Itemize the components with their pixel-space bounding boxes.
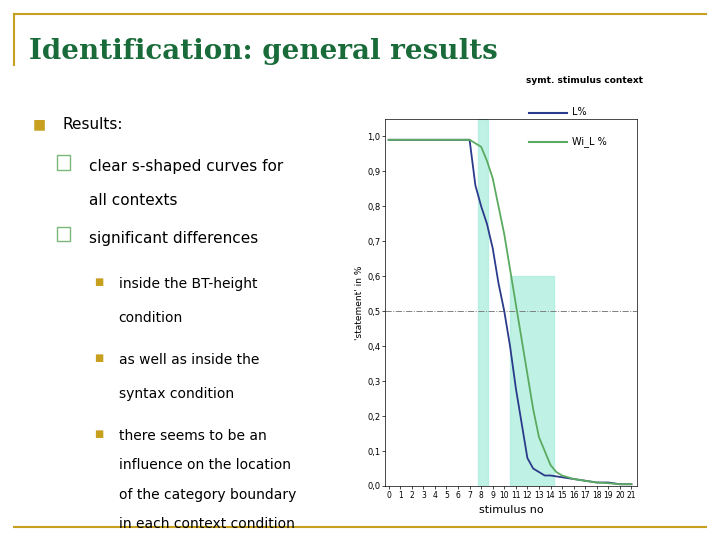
Wi_L % xyxy=(593,480,601,486)
L% xyxy=(535,469,544,475)
Wi_L % xyxy=(505,266,514,272)
Wi_L % xyxy=(454,137,462,143)
Text: in each context condition: in each context condition xyxy=(119,517,294,531)
Text: Results:: Results: xyxy=(63,117,123,132)
Bar xyxy=(477,119,488,486)
Text: L%: L% xyxy=(572,107,587,117)
Wi_L % xyxy=(408,137,416,143)
Text: clear s-shaped curves for: clear s-shaped curves for xyxy=(89,159,283,174)
Text: of the category boundary: of the category boundary xyxy=(119,488,296,502)
Wi_L % xyxy=(431,137,439,143)
Wi_L % xyxy=(570,476,578,482)
Text: influence on the location: influence on the location xyxy=(119,458,291,472)
L% xyxy=(529,465,538,472)
Wi_L % xyxy=(558,472,567,479)
Wi_L % xyxy=(465,137,474,143)
Wi_L % xyxy=(384,137,393,143)
L% xyxy=(384,137,393,143)
L% xyxy=(593,480,601,486)
Wi_L % xyxy=(523,371,531,377)
L% xyxy=(482,220,491,227)
Wi_L % xyxy=(419,137,428,143)
L% xyxy=(541,472,549,479)
Text: inside the BT-height: inside the BT-height xyxy=(119,277,257,291)
X-axis label: stimulus no: stimulus no xyxy=(479,505,544,515)
Text: ■: ■ xyxy=(94,429,104,439)
L% xyxy=(616,481,624,488)
Wi_L % xyxy=(500,231,508,238)
Text: condition: condition xyxy=(119,311,183,325)
Text: ■: ■ xyxy=(32,117,45,131)
L% xyxy=(488,245,497,252)
L% xyxy=(408,137,416,143)
L% xyxy=(494,280,503,286)
Text: significant differences: significant differences xyxy=(89,231,258,246)
Wi_L % xyxy=(546,462,555,468)
L% xyxy=(627,481,636,488)
L% xyxy=(396,137,405,143)
L% xyxy=(431,137,439,143)
Text: symt. stimulus context: symt. stimulus context xyxy=(526,76,643,85)
L% xyxy=(546,472,555,479)
L% xyxy=(454,137,462,143)
Wi_L % xyxy=(511,301,520,307)
L% xyxy=(505,343,514,349)
L% xyxy=(500,308,508,314)
FancyBboxPatch shape xyxy=(57,155,70,170)
L% xyxy=(471,182,480,188)
L% xyxy=(442,137,451,143)
L% xyxy=(558,474,567,481)
Text: ■: ■ xyxy=(94,277,104,287)
Wi_L % xyxy=(471,140,480,146)
L% xyxy=(604,480,613,486)
Line: L%: L% xyxy=(389,140,631,484)
Text: Wi_L %: Wi_L % xyxy=(572,136,607,147)
Wi_L % xyxy=(488,175,497,181)
Wi_L % xyxy=(535,434,544,440)
L% xyxy=(523,455,531,461)
Text: Identification: general results: Identification: general results xyxy=(29,38,498,65)
Text: as well as inside the: as well as inside the xyxy=(119,353,259,367)
Y-axis label: 'statement' in %: 'statement' in % xyxy=(355,265,364,340)
Text: ■: ■ xyxy=(94,353,104,363)
Text: all contexts: all contexts xyxy=(89,193,177,208)
Wi_L % xyxy=(616,481,624,488)
Wi_L % xyxy=(442,137,451,143)
Wi_L % xyxy=(581,477,590,484)
Text: syntax condition: syntax condition xyxy=(119,387,234,401)
Line: Wi_L %: Wi_L % xyxy=(389,140,631,484)
Wi_L % xyxy=(604,480,613,487)
Wi_L % xyxy=(396,137,405,143)
Bar xyxy=(510,276,554,486)
Wi_L % xyxy=(552,469,561,475)
Wi_L % xyxy=(494,203,503,210)
Text: there seems to be an: there seems to be an xyxy=(119,429,266,443)
Wi_L % xyxy=(482,158,491,164)
L% xyxy=(517,420,526,426)
L% xyxy=(477,203,485,210)
Wi_L % xyxy=(541,448,549,454)
L% xyxy=(570,476,578,482)
Wi_L % xyxy=(517,336,526,342)
Wi_L % xyxy=(627,481,636,488)
Wi_L % xyxy=(477,144,485,150)
L% xyxy=(581,477,590,484)
L% xyxy=(465,137,474,143)
Wi_L % xyxy=(529,406,538,413)
L% xyxy=(419,137,428,143)
FancyBboxPatch shape xyxy=(57,227,70,241)
L% xyxy=(511,385,520,392)
